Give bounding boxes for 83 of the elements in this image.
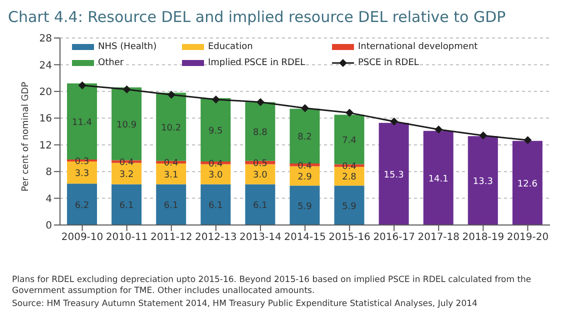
source-note: Source: HM Treasury Autumn Statement 2014, HM Treasury Public Expenditure Statistical Analyses, July 2014	[12, 299, 478, 310]
data-label: 8.8	[253, 128, 268, 138]
legend-label: International development	[358, 42, 478, 52]
x-tick-label: 2016-17	[373, 232, 415, 244]
data-label: 15.3	[384, 170, 404, 180]
y-tick-label: 24	[39, 60, 52, 72]
data-label: 10.2	[161, 123, 182, 134]
chart-title: Chart 4.4: Resource DEL and implied resource DEL relative to GDP	[8, 8, 507, 26]
x-tick-label: 2013-14	[240, 232, 282, 244]
point	[167, 90, 176, 99]
point	[434, 125, 443, 134]
text: Plans for RDEL excluding depreciation upto 2015-16. Beyond 2015-16 based on implied PSCE in RDEL calculated from the Government assumption for TME. Other includes unallocated amounts.	[12, 275, 532, 297]
point	[346, 108, 354, 117]
point	[524, 136, 532, 144]
data-label: 5.9	[298, 202, 312, 212]
data-label: 11.4	[72, 118, 92, 128]
data-label: 3.0	[253, 170, 268, 181]
data-label: 9.5	[208, 126, 223, 136]
y-axis-title: Per cent of nominal GDP	[21, 81, 32, 192]
x-tick-label: 2009-10	[61, 232, 104, 244]
bar	[334, 114, 364, 164]
bar	[245, 102, 276, 161]
x-tick-label: 2011-12	[150, 232, 192, 244]
x-tick-label: 2014-15	[284, 232, 326, 244]
y-tick-label: 20	[39, 86, 52, 98]
x-tick-label: 2015-16	[328, 232, 370, 244]
data-label: 6.1	[164, 201, 178, 212]
data-label: 6.2	[74, 200, 90, 211]
y-tick-label: 4	[46, 194, 52, 205]
bar	[200, 184, 231, 225]
data-label: 12.6	[517, 179, 538, 190]
bar	[334, 164, 364, 167]
bar	[334, 186, 364, 225]
bar	[67, 184, 97, 225]
data-label: 5.9	[342, 202, 357, 212]
x-tick-label: 2018-19	[462, 232, 504, 244]
y-tick-label: 0	[46, 220, 52, 232]
point	[479, 132, 488, 140]
legend-label: Other	[98, 58, 124, 68]
data-label: 6.1	[208, 201, 223, 212]
legend-label: Implied PSCE in RDEL	[208, 58, 306, 68]
data-label: 0.4	[298, 161, 312, 172]
point	[78, 81, 86, 90]
x-tick-label: 2010-11	[106, 232, 148, 244]
x-tick-label: 2012-13	[195, 232, 237, 244]
legend-label: PSCE in RDEL	[358, 58, 419, 68]
data-label: 0.4	[342, 162, 357, 172]
point	[122, 85, 131, 94]
data-label: 14.1	[428, 174, 448, 184]
data-label: 10.9	[116, 120, 137, 130]
data-label: 3.1	[164, 170, 178, 180]
legend-label: NHS (Health)	[98, 42, 157, 52]
data-label: 3.0	[208, 170, 224, 181]
point	[390, 117, 398, 126]
x-tick-label: 2019-20	[506, 232, 549, 244]
point	[256, 98, 264, 106]
bar	[245, 184, 276, 225]
point	[301, 104, 309, 112]
data-label: 7.4	[342, 136, 357, 146]
y-tick-label: 8	[46, 167, 52, 178]
bar	[378, 122, 409, 225]
data-label: 3.2	[119, 170, 134, 180]
legend-label: Education	[208, 42, 253, 52]
data-label: 3.3	[74, 169, 90, 180]
point	[212, 95, 220, 104]
bar	[290, 108, 320, 164]
bar	[290, 186, 320, 225]
bar	[423, 130, 454, 225]
bar	[112, 184, 142, 225]
data-label: 6.1	[119, 201, 134, 212]
data-label: 0.5	[253, 159, 268, 170]
data-label: 2.9	[298, 172, 312, 182]
bar	[156, 184, 186, 225]
y-tick-label: 12	[39, 140, 52, 152]
bar	[468, 136, 498, 225]
data-label: 6.1	[253, 201, 268, 212]
y-tick-label: 28	[39, 34, 52, 45]
data-label: 2.8	[342, 172, 357, 183]
y-tick-label: 16	[39, 114, 52, 125]
data-label: 13.3	[472, 177, 493, 188]
data-label: 8.2	[298, 132, 312, 143]
bar	[512, 140, 542, 225]
x-tick-label: 2017-18	[418, 232, 460, 244]
